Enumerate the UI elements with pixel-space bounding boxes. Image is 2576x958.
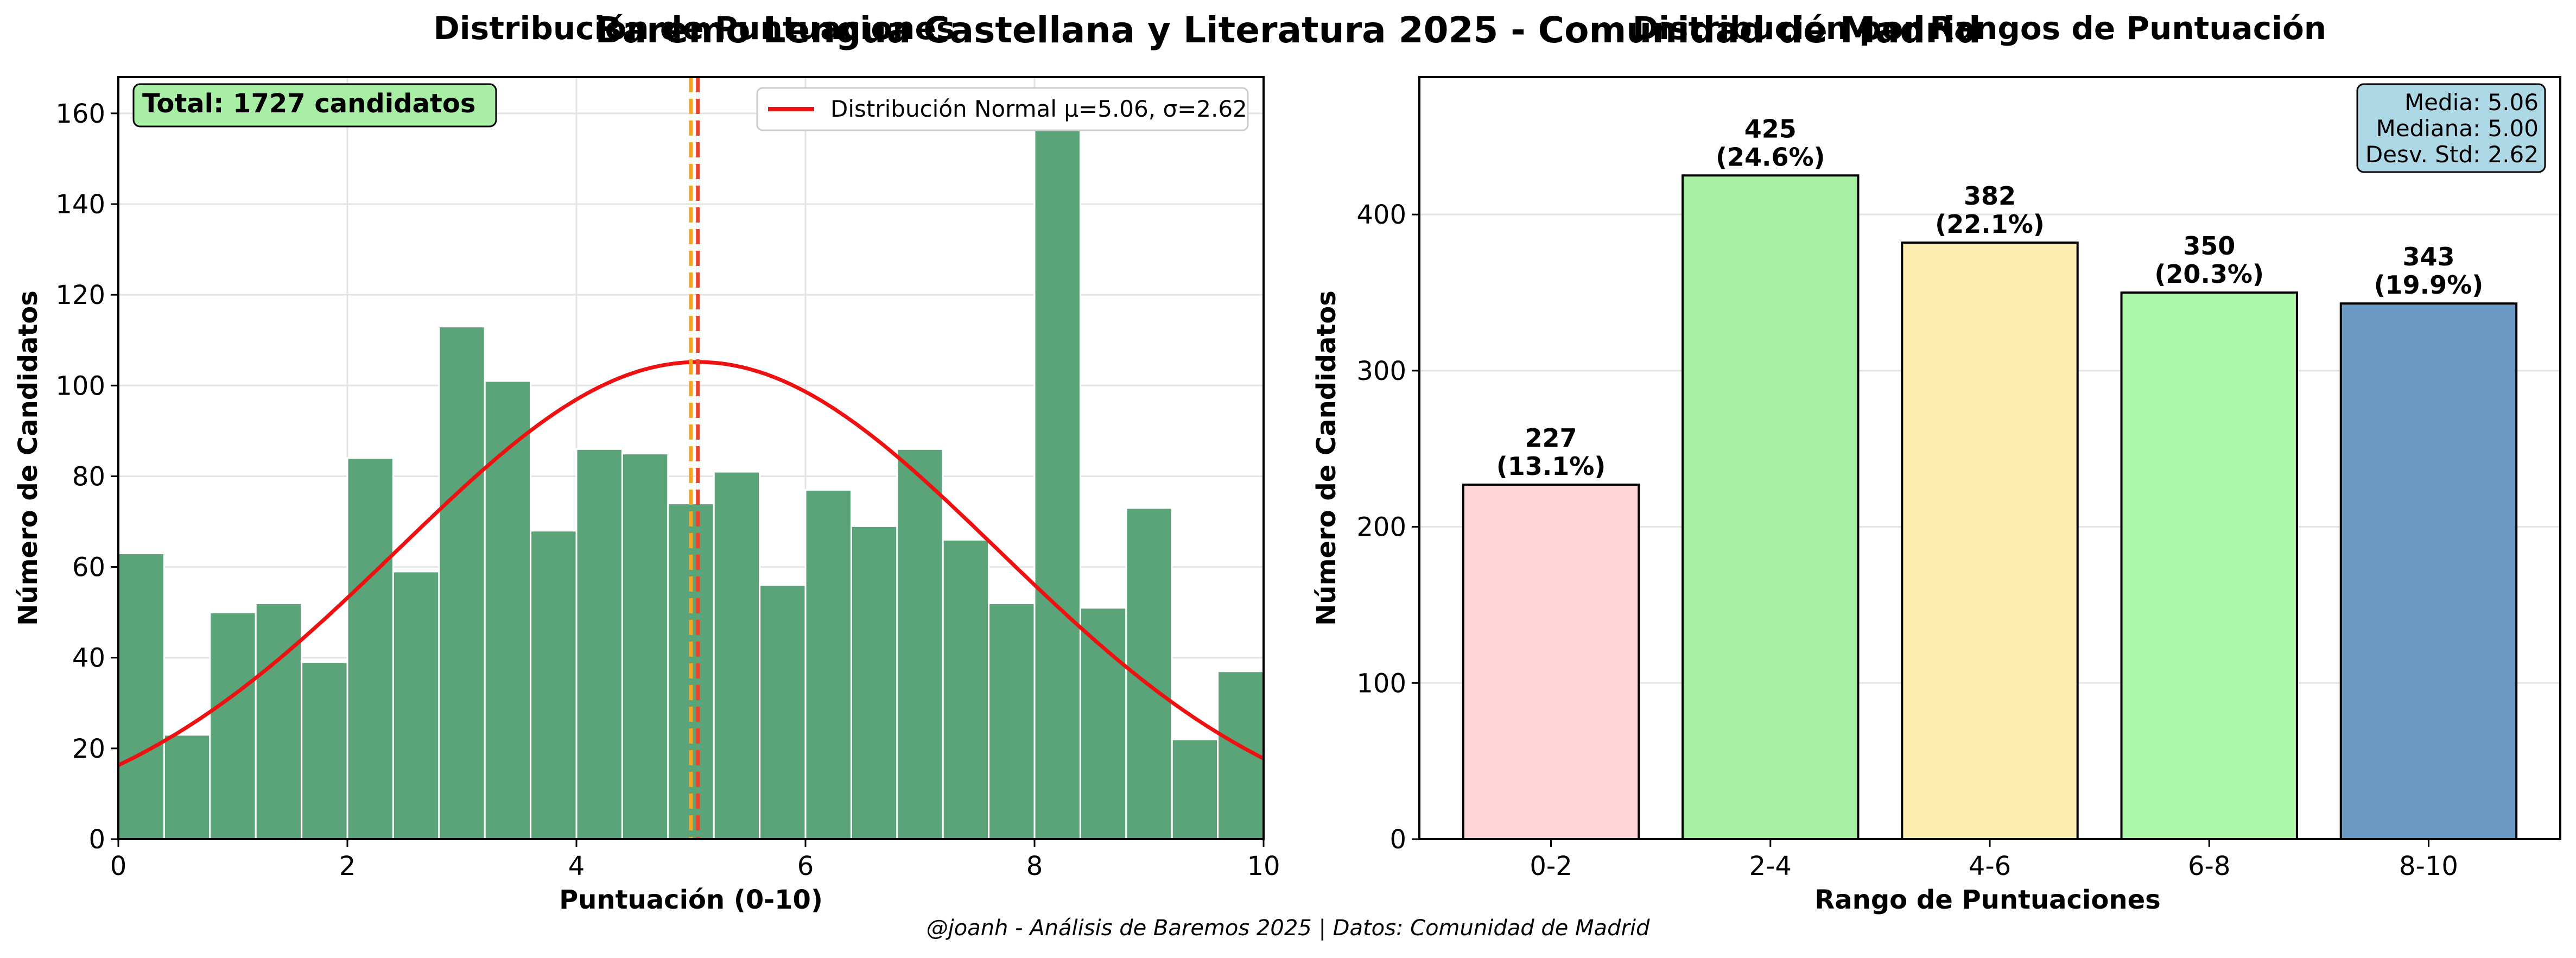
histogram-chart: Distribución de Puntuaciones 0 2 4 6 8 100204… — [13, 10, 1280, 915]
y-tick-label: 160 — [55, 99, 105, 129]
bar-value-label: 343 — [2402, 242, 2454, 271]
y-tick-label: 200 — [1356, 512, 1406, 543]
stats-std: Desv. Std: 2.62 — [2365, 141, 2539, 168]
x-tick-label: 2-4 — [1749, 851, 1792, 881]
bar-value-label: 382 — [1964, 181, 2016, 211]
range-bar — [1462, 483, 1640, 840]
stats-mean: Media: 5.06 — [2404, 89, 2539, 116]
histogram-bar — [759, 584, 807, 840]
histogram-bars — [117, 112, 1265, 840]
range-bar — [2339, 302, 2518, 840]
range-ticks: 0-2 2-4 4-6 6-8 8-10 0 100 200 300 400 — [1356, 200, 2458, 881]
histogram-bar — [438, 326, 486, 840]
y-tick-label: 0 — [88, 824, 105, 855]
bar-percent-label: (20.3%) — [2154, 259, 2264, 289]
range-title: Distribución por Rangos de Puntuación — [1633, 10, 2326, 47]
x-tick-label: 10 — [1247, 851, 1280, 881]
x-tick-label: 4 — [568, 851, 585, 881]
histogram-bar — [1171, 738, 1219, 840]
histogram-xlabel: Puntuación (0-10) — [559, 885, 823, 915]
y-tick-label: 300 — [1356, 356, 1406, 386]
histogram-bar — [1033, 112, 1081, 840]
range-bar — [2120, 291, 2298, 840]
histogram-bar — [988, 602, 1036, 840]
y-tick-label: 140 — [55, 189, 105, 220]
histogram-bar — [346, 457, 394, 840]
bar-value-label: 227 — [1525, 423, 1577, 453]
histogram-axes-frame — [117, 76, 1265, 840]
bar-percent-label: (19.9%) — [2374, 270, 2484, 300]
histogram-bar — [942, 538, 990, 840]
histogram-bar — [1079, 607, 1127, 840]
total-box — [132, 83, 497, 128]
y-tick-label: 0 — [1389, 824, 1406, 855]
histogram-bar — [301, 661, 348, 840]
range-bar — [1682, 174, 1860, 840]
histogram-bar — [530, 530, 578, 840]
y-tick-label: 120 — [55, 280, 105, 310]
histogram-bar — [163, 734, 211, 840]
figure-footer: @joanh - Análisis de Baremos 2025 | Dato… — [927, 916, 1650, 941]
range-ylabel: Número de Candidatos — [1311, 290, 1342, 626]
x-tick-label: 2 — [339, 851, 356, 881]
y-tick-label: 400 — [1356, 200, 1406, 230]
histogram-bar — [621, 453, 669, 840]
x-tick-label: 6-8 — [2188, 851, 2230, 881]
x-tick-label: 8 — [1026, 851, 1043, 881]
x-tick-label: 0 — [110, 851, 127, 881]
legend-box — [756, 87, 1249, 131]
stats-box — [2356, 83, 2546, 173]
x-tick-label: 0-2 — [1530, 851, 1572, 881]
histogram-bar — [896, 448, 944, 840]
histogram-bar — [209, 611, 257, 840]
range-bars: 227(13.1%) 425(24.6%) 382(22.1%) 350(20.3%)… — [1462, 114, 2518, 841]
x-tick-label: 8-10 — [2399, 851, 2458, 881]
y-tick-label: 80 — [72, 461, 105, 492]
bar-percent-label: (22.1%) — [1935, 210, 2045, 239]
x-tick-label: 4-6 — [1969, 851, 2011, 881]
y-tick-label: 40 — [72, 643, 105, 674]
y-tick-label: 20 — [72, 734, 105, 764]
range-xlabel: Rango de Puntuaciones — [1814, 885, 2160, 915]
histogram-bar — [575, 448, 623, 840]
histogram-bar — [850, 525, 898, 840]
bar-value-label: 350 — [2183, 231, 2235, 261]
histogram-bar — [117, 553, 165, 840]
histogram-bar — [255, 602, 303, 840]
range-chart: Distribución por Rangos de Puntuación 22… — [1311, 10, 2561, 915]
y-tick-label: 60 — [72, 553, 105, 583]
bar-percent-label: (24.6%) — [1716, 142, 1825, 172]
legend-label: Distribución Normal μ=5.06, σ=2.62 — [830, 96, 1247, 122]
histogram-bar — [804, 489, 852, 840]
y-tick-label: 100 — [1356, 668, 1406, 699]
bar-value-label: 425 — [1744, 114, 1797, 143]
histogram-title: Distribución de Puntuaciones — [434, 10, 955, 47]
histogram-bar — [713, 471, 761, 840]
histogram-bar — [392, 570, 440, 840]
x-tick-label: 6 — [797, 851, 814, 881]
histogram-ylabel: Número de Candidatos — [13, 290, 43, 626]
range-bar — [1901, 241, 2079, 841]
bar-percent-label: (13.1%) — [1496, 452, 1606, 481]
y-tick-label: 100 — [55, 371, 105, 401]
figure-suptitle: Baremo Lengua Castellana y Literatura 20… — [595, 9, 1981, 51]
total-annotation: Total: 1727 candidatos — [142, 88, 475, 119]
stats-median: Mediana: 5.00 — [2376, 115, 2539, 142]
